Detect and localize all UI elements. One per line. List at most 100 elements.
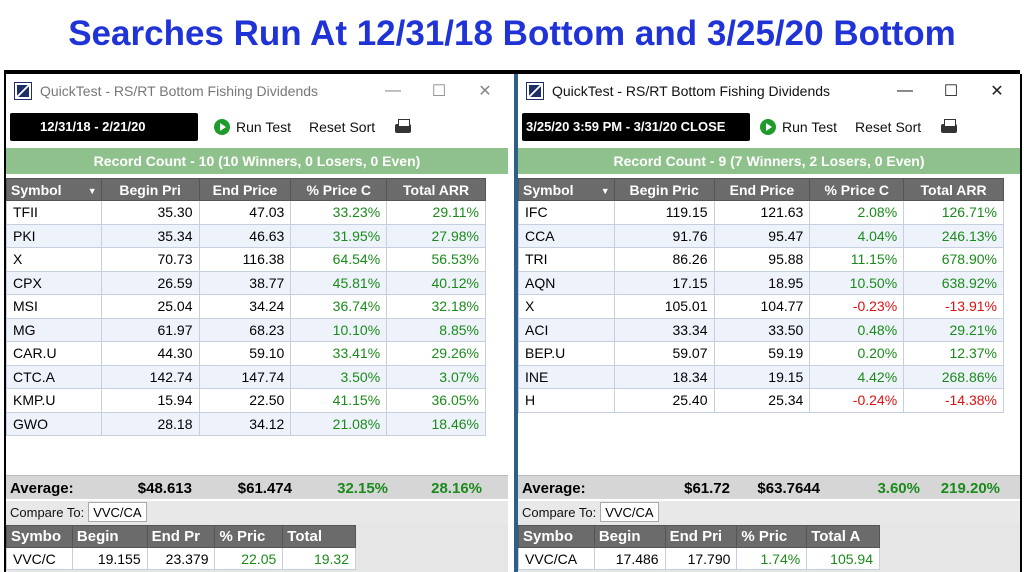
table-row[interactable]: CAR.U 44.30 59.10 33.41% 29.26% <box>6 341 486 366</box>
table-cell: 59.10 <box>198 341 292 366</box>
sort-down-icon[interactable]: ▼ <box>87 185 97 196</box>
table-cell: 35.34 <box>100 223 200 248</box>
table-cell: 27.98% <box>386 223 486 248</box>
column-header[interactable]: Begin Pric <box>613 178 715 201</box>
compare-column-header[interactable]: % Pric <box>214 525 284 548</box>
compare-cell: 19.32 <box>282 547 356 570</box>
compare-cell: 105.94 <box>806 547 880 570</box>
play-icon[interactable] <box>214 119 230 135</box>
compare-table-row[interactable]: VVC/CA 17.486 17.790 1.74% 105.94 <box>518 547 880 570</box>
column-header[interactable]: Symbol ▼ <box>518 178 615 201</box>
title-divider <box>4 70 1020 74</box>
table-cell: -0.24% <box>809 388 905 413</box>
compare-column-header[interactable]: Begin <box>71 525 148 548</box>
table-row[interactable]: TFII 35.30 47.03 33.23% 29.11% <box>6 200 486 225</box>
table-row[interactable]: GWO 28.18 34.12 21.08% 18.46% <box>6 411 486 436</box>
column-header[interactable]: End Price <box>198 178 292 201</box>
compare-input[interactable]: VVC/CA <box>600 502 659 522</box>
minimize-button[interactable]: — <box>897 82 913 99</box>
printer-icon[interactable] <box>939 119 959 135</box>
compare-table-row[interactable]: VVC/C 19.155 23.379 22.05 19.32 <box>6 547 356 570</box>
close-button[interactable]: ✕ <box>478 83 492 100</box>
table-cell: 28.18 <box>100 411 200 436</box>
column-header[interactable]: % Price C <box>290 178 388 201</box>
compare-input[interactable]: VVC/CA <box>88 502 147 522</box>
compare-column-header[interactable]: Symbo <box>6 525 73 548</box>
table-row[interactable]: CCA 91.76 95.47 4.04% 246.13% <box>518 223 1004 248</box>
compare-column-header[interactable]: Begin <box>593 525 666 548</box>
table-cell: 41.15% <box>290 388 388 413</box>
table-row[interactable]: MSI 25.04 34.24 36.74% 32.18% <box>6 294 486 319</box>
table-cell: 34.24 <box>198 294 292 319</box>
table-cell: 126.71% <box>903 200 1004 225</box>
play-icon[interactable] <box>760 119 776 135</box>
app-logo-icon <box>14 82 32 100</box>
compare-column-header[interactable]: Total A <box>806 525 880 548</box>
table-row[interactable]: MG 61.97 68.23 10.10% 8.85% <box>6 317 486 342</box>
minimize-button[interactable]: — <box>385 82 401 99</box>
compare-cell: 19.155 <box>71 547 148 570</box>
window-titlebar[interactable]: QuickTest - RS/RT Bottom Fishing Dividen… <box>518 74 1020 108</box>
table-cell: 29.26% <box>386 341 486 366</box>
compare-column-header[interactable]: End Pri <box>664 525 738 548</box>
column-header[interactable]: Total ARR <box>386 178 486 201</box>
table-row[interactable]: H 25.40 25.34 -0.24% -14.38% <box>518 388 1004 413</box>
table-row[interactable]: IFC 119.15 121.63 2.08% 126.71% <box>518 200 1004 225</box>
table-row[interactable]: TRI 86.26 95.88 11.15% 678.90% <box>518 247 1004 272</box>
window-titlebar[interactable]: QuickTest - RS/RT Bottom Fishing Dividen… <box>6 74 508 108</box>
table-row[interactable]: CPX 26.59 38.77 45.81% 40.12% <box>6 270 486 295</box>
table-cell: 18.46% <box>386 411 486 436</box>
table-cell: 17.15 <box>613 270 715 295</box>
table-row[interactable]: ACI 33.34 33.50 0.48% 29.21% <box>518 317 1004 342</box>
table-cell: 0.20% <box>809 341 905 366</box>
average-arr: 28.16% <box>431 480 482 497</box>
table-cell: 33.23% <box>290 200 388 225</box>
close-button[interactable]: ✕ <box>990 83 1004 100</box>
table-cell: PKI <box>6 223 102 248</box>
maximize-button[interactable]: ☐ <box>431 83 447 100</box>
table-cell: 22.50 <box>198 388 292 413</box>
run-test-button[interactable]: Run Test <box>236 119 291 135</box>
table-row[interactable]: INE 18.34 19.15 4.42% 268.86% <box>518 364 1004 389</box>
sort-down-icon[interactable]: ▼ <box>600 185 610 196</box>
table-cell: KMP.U <box>6 388 102 413</box>
table-row[interactable]: X 70.73 116.38 64.54% 56.53% <box>6 247 486 272</box>
table-cell: 38.77 <box>198 270 292 295</box>
date-range-field[interactable]: 3/25/20 3:59 PM - 3/31/20 CLOSE <box>522 113 750 141</box>
table-row[interactable]: KMP.U 15.94 22.50 41.15% 36.05% <box>6 388 486 413</box>
table-cell: 33.34 <box>613 317 715 342</box>
table-row[interactable]: AQN 17.15 18.95 10.50% 638.92% <box>518 270 1004 295</box>
column-header[interactable]: Begin Pri <box>100 178 200 201</box>
table-cell: 33.50 <box>713 317 811 342</box>
window-title: QuickTest - RS/RT Bottom Fishing Dividen… <box>40 83 319 99</box>
quicktest-window-left: QuickTest - RS/RT Bottom Fishing Dividen… <box>4 74 508 572</box>
average-pct: 3.60% <box>877 480 920 497</box>
column-header[interactable]: Symbol ▼ <box>6 178 102 201</box>
column-header[interactable]: Total ARR <box>903 178 1004 201</box>
table-row[interactable]: PKI 35.34 46.63 31.95% 27.98% <box>6 223 486 248</box>
table-cell: 70.73 <box>100 247 200 272</box>
printer-icon[interactable] <box>393 119 413 135</box>
compare-column-header[interactable]: Total <box>282 525 356 548</box>
reset-sort-button[interactable]: Reset Sort <box>309 119 376 135</box>
table-row[interactable]: CTC.A 142.74 147.74 3.50% 3.07% <box>6 364 486 389</box>
run-test-button[interactable]: Run Test <box>782 119 837 135</box>
column-header[interactable]: % Price C <box>809 178 905 201</box>
table-cell: 25.40 <box>613 388 715 413</box>
compare-row: Compare To: VVC/CA <box>518 501 1020 523</box>
maximize-button[interactable]: ☐ <box>943 83 959 100</box>
reset-sort-button[interactable]: Reset Sort <box>855 119 922 135</box>
date-range-field[interactable]: 12/31/18 - 2/21/20 <box>10 113 198 141</box>
column-header[interactable]: End Price <box>713 178 811 201</box>
average-arr: 219.20% <box>940 480 1000 497</box>
table-cell: 4.42% <box>809 364 905 389</box>
table-row[interactable]: X 105.01 104.77 -0.23% -13.91% <box>518 294 1004 319</box>
compare-column-header[interactable]: End Pr <box>146 525 216 548</box>
average-begin: $61.72 <box>684 480 730 497</box>
compare-column-header[interactable]: % Pric <box>736 525 808 548</box>
quicktest-window-right: QuickTest - RS/RT Bottom Fishing Dividen… <box>514 74 1022 572</box>
average-begin: $48.613 <box>137 480 192 497</box>
table-cell: BEP.U <box>518 341 615 366</box>
compare-column-header[interactable]: Symbo <box>518 525 595 548</box>
table-row[interactable]: BEP.U 59.07 59.19 0.20% 12.37% <box>518 341 1004 366</box>
